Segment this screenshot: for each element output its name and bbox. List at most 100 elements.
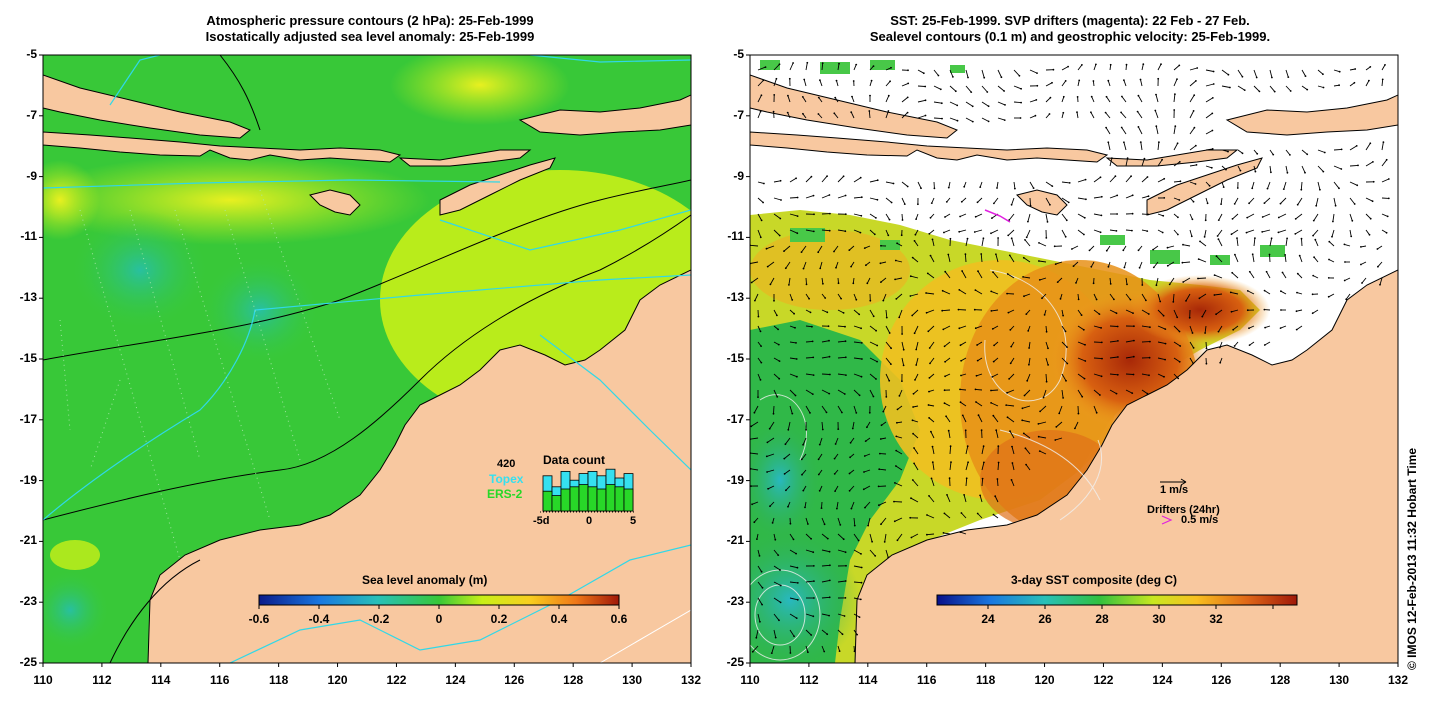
velocity-vector [1125, 277, 1128, 285]
velocity-vector [1278, 213, 1287, 218]
velocity-vector [930, 431, 935, 439]
velocity-vector-head [800, 458, 803, 461]
velocity-vector [979, 181, 983, 188]
velocity-vector [901, 213, 903, 221]
velocity-vector [942, 309, 951, 312]
velocity-vector [1296, 325, 1303, 330]
velocity-vector [821, 175, 828, 183]
velocity-vector-head [994, 495, 997, 498]
velocity-vector-head [1092, 282, 1095, 285]
velocity-vector [789, 62, 794, 71]
velocity-vector [1285, 149, 1291, 156]
velocity-vector [917, 69, 925, 74]
velocity-vector-head [765, 247, 768, 250]
velocity-vector-head [1178, 199, 1181, 201]
velocity-vector-head [910, 497, 912, 500]
velocity-vector [1057, 277, 1063, 283]
velocity-vector-head [1090, 95, 1093, 98]
velocity-vector-head [1312, 234, 1314, 237]
right-panel-title-line2: Sealevel contours (0.1 m) and geostrophi… [869, 29, 1271, 44]
velocity-vector [1296, 309, 1303, 312]
velocity-vector-head [1174, 125, 1177, 128]
velocity-vector [947, 254, 951, 263]
velocity-vector [1109, 356, 1118, 359]
velocity-vector-head [1263, 289, 1266, 292]
velocity-vector [1141, 325, 1150, 328]
velocity-vector [757, 325, 761, 332]
velocity-vector [805, 613, 814, 617]
velocity-vector [773, 373, 780, 380]
velocity-vector [1141, 293, 1147, 301]
velocity-vector-head [1126, 283, 1128, 286]
velocity-vector [1140, 79, 1143, 87]
velocity-vector-head [1075, 282, 1077, 284]
velocity-vector-head [1322, 86, 1325, 89]
velocity-vector [882, 405, 887, 412]
velocity-vector [1121, 127, 1127, 135]
velocity-vector-head [1047, 347, 1049, 350]
velocity-vector-head [1131, 194, 1134, 197]
velocity-vector-head [837, 428, 840, 430]
velocity-vector [1269, 165, 1272, 173]
velocity-vector-head [959, 215, 961, 218]
velocity-vector [1252, 254, 1255, 263]
velocity-vector [901, 82, 909, 87]
velocity-vector [1381, 213, 1388, 217]
velocity-vector [1055, 437, 1063, 441]
velocity-vector [1198, 258, 1207, 263]
velocity-vector-head [1174, 93, 1176, 96]
velocity-vector [1024, 389, 1031, 396]
right-panel-title-line1: SST: 25-Feb-1999. SVP drifters (magenta)… [890, 13, 1250, 28]
velocity-vector-head [1241, 75, 1244, 78]
velocity-vector-head [1182, 243, 1184, 246]
velocity-vector-head [890, 201, 893, 204]
velocity-vector-head [773, 94, 776, 96]
velocity-vector-head [1011, 462, 1014, 464]
velocity-vector [1121, 96, 1127, 103]
velocity-vector [1061, 96, 1065, 103]
velocity-vector [1157, 142, 1160, 151]
velocity-vector-head [795, 358, 798, 360]
right-y-tick-label: -9 [733, 168, 744, 183]
velocity-vector-head [876, 344, 879, 347]
velocity-vector-head [754, 299, 756, 302]
velocity-vector-head [947, 429, 950, 432]
velocity-vector [928, 404, 935, 407]
velocity-vector-head [1353, 203, 1356, 205]
velocity-vector-head [1164, 342, 1167, 345]
velocity-vector [853, 405, 857, 414]
velocity-vector-head [1104, 111, 1107, 114]
velocity-vector-head [779, 601, 782, 604]
velocity-vector [821, 229, 830, 232]
velocity-vector-head [1294, 218, 1297, 220]
velocity-vector-head [785, 489, 787, 492]
velocity-vector-head [964, 429, 967, 432]
velocity-vector [929, 357, 935, 364]
velocity-vector [1300, 181, 1303, 190]
velocity-vector-head [1306, 153, 1309, 156]
velocity-vector [752, 645, 759, 653]
velocity-vector [1061, 213, 1068, 221]
velocity-vector [767, 485, 775, 490]
left-y-tick-label: -21 [19, 533, 37, 548]
velocity-vector-head [997, 237, 999, 239]
velocity-vector [789, 309, 795, 315]
velocity-vector [991, 309, 999, 312]
velocity-vector [885, 325, 891, 334]
velocity-vector-head [996, 478, 999, 480]
velocity-vector [821, 645, 825, 652]
velocity-vector-head [926, 514, 928, 516]
velocity-vector-head [1312, 219, 1315, 222]
velocity-vector [885, 213, 890, 220]
velocity-vector-head [853, 650, 856, 653]
velocity-vector [926, 292, 935, 295]
velocity-vector [773, 180, 781, 183]
velocity-vector [1077, 197, 1086, 200]
velocity-vector [1011, 462, 1015, 471]
velocity-vector-head [928, 390, 930, 393]
velocity-vector-head [1074, 427, 1076, 430]
velocity-vector [850, 437, 855, 444]
velocity-vector [1141, 373, 1150, 376]
velocity-vector [1189, 325, 1193, 334]
velocity-vector [1278, 229, 1287, 233]
